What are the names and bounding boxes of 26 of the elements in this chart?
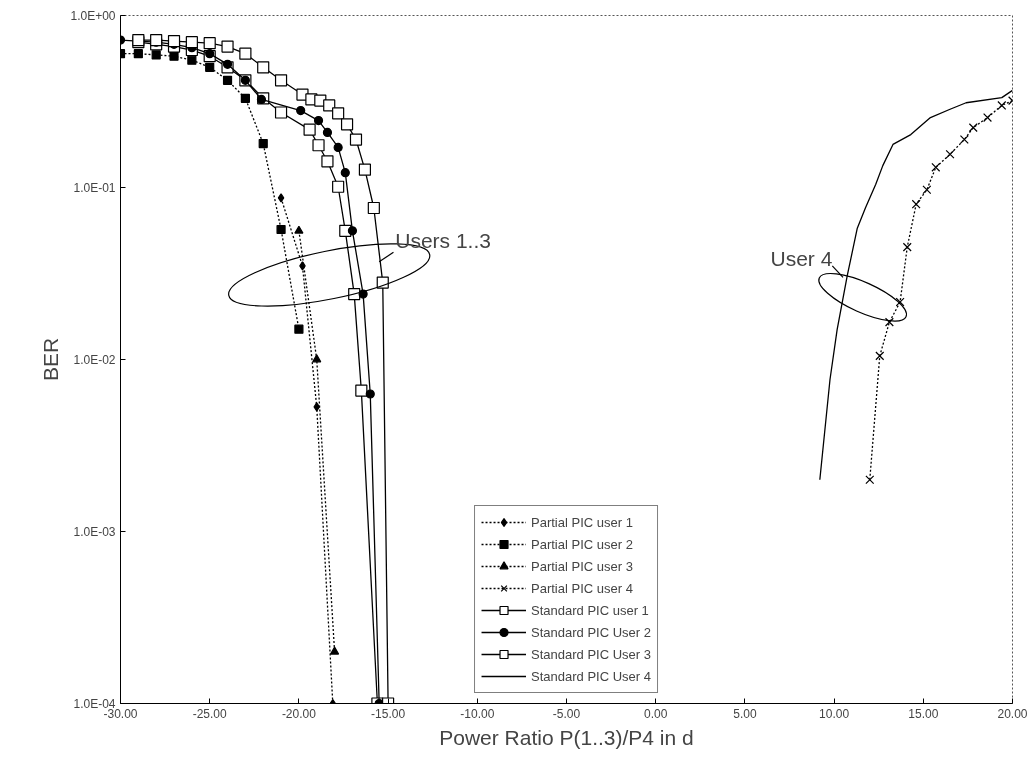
y-tick-label: 1.0E+00 bbox=[70, 8, 116, 23]
legend-label: Standard PIC User 3 bbox=[531, 645, 651, 663]
x-tick-label: -25.00 bbox=[192, 706, 228, 721]
x-tick-label: 5.00 bbox=[733, 706, 757, 721]
legend-label: Standard PIC User 2 bbox=[531, 623, 651, 641]
x-tick-label: 15.00 bbox=[908, 706, 939, 721]
y-tick-label: 1.0E-03 bbox=[73, 524, 116, 539]
legend-label: Partial PIC user 2 bbox=[531, 535, 633, 553]
x-tick-label: 20.00 bbox=[997, 706, 1028, 721]
x-tick-label: -5.00 bbox=[552, 706, 581, 721]
legend-label: Partial PIC user 3 bbox=[531, 557, 633, 575]
x-tick-label: 10.00 bbox=[819, 706, 850, 721]
x-tick-label: 0.00 bbox=[644, 706, 668, 721]
legend-label: Partial PIC user 4 bbox=[531, 579, 633, 597]
y-axis-title: BER bbox=[39, 337, 63, 382]
annotation: User 4 bbox=[770, 247, 833, 271]
y-tick-label: 1.0E-02 bbox=[73, 352, 116, 367]
x-tick-label: -15.00 bbox=[371, 706, 406, 721]
legend-label: Standard PIC User 4 bbox=[531, 667, 651, 685]
x-tick-label: -10.00 bbox=[460, 706, 495, 721]
legend-label: Standard PIC user 1 bbox=[531, 601, 649, 619]
x-tick-label: -20.00 bbox=[281, 706, 317, 721]
y-tick-label: 1.0E-01 bbox=[73, 180, 116, 195]
x-axis-title: Power Ratio P(1..3)/P4 in d bbox=[439, 725, 694, 749]
annotation: Users 1..3 bbox=[395, 229, 491, 253]
legend-label: Partial PIC user 1 bbox=[531, 513, 633, 531]
